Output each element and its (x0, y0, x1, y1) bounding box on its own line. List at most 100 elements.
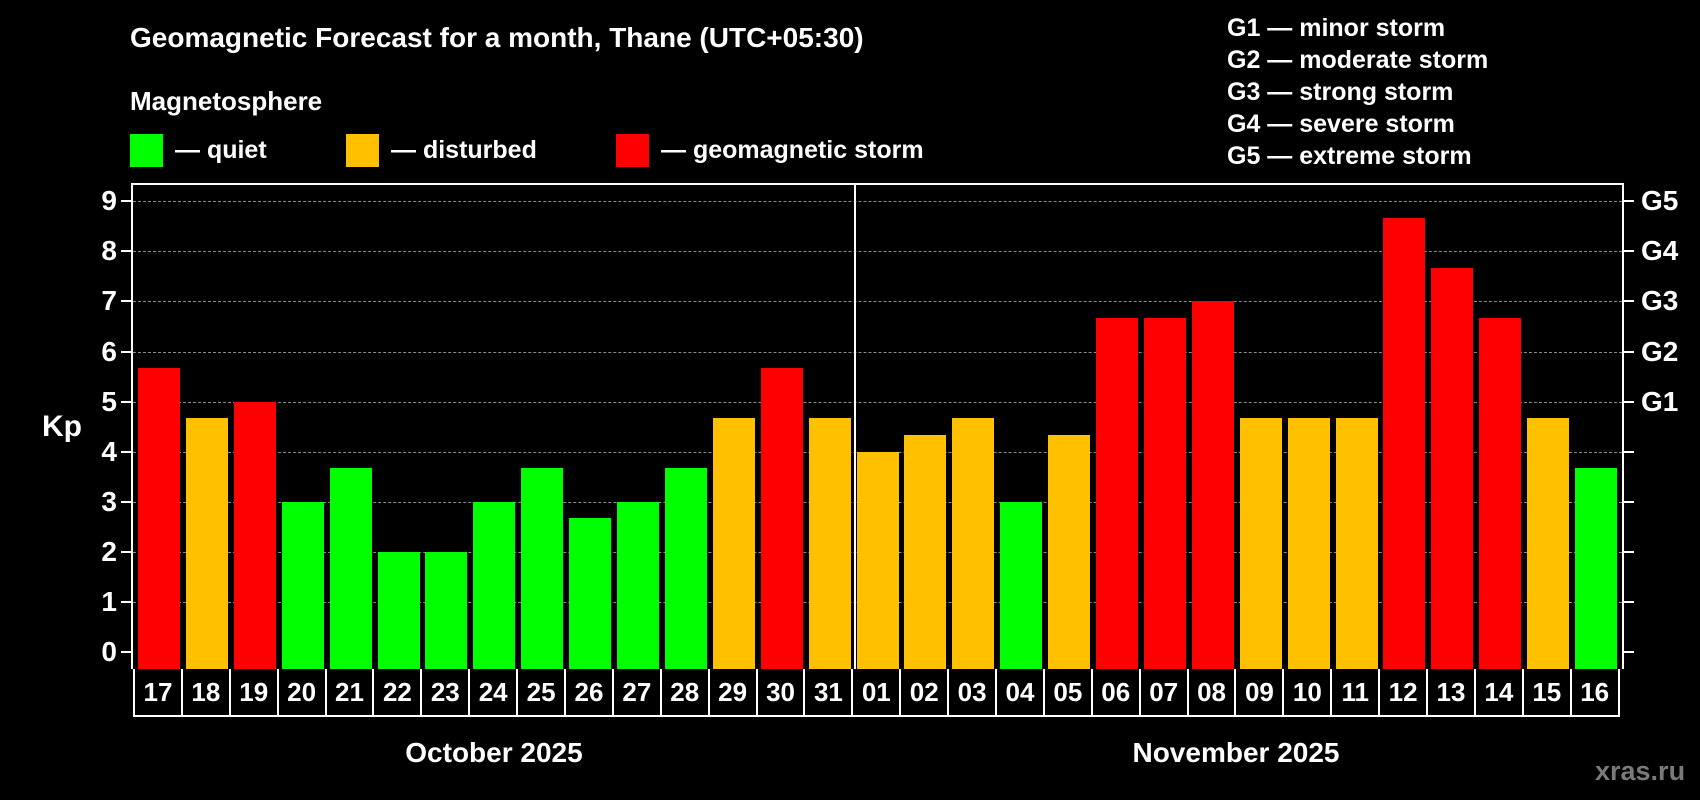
date-label: 24 (470, 669, 519, 715)
kp-bar (569, 518, 612, 669)
date-label: 07 (1141, 669, 1189, 715)
storm-swatch-icon (616, 134, 649, 167)
date-label: 19 (231, 669, 279, 715)
date-label: 16 (1572, 669, 1620, 715)
kp-bar (1048, 435, 1091, 669)
legend-storm-label: — geomagnetic storm (661, 136, 924, 164)
disturbed-swatch-icon (346, 134, 379, 167)
kp-bar (138, 368, 180, 669)
y-tick (121, 350, 131, 353)
g-level-label: G1 (1641, 385, 1679, 417)
kp-bar (1096, 317, 1138, 669)
right-tick (1624, 651, 1634, 653)
legend-quiet-label: — quiet (175, 136, 267, 164)
legend-storm: — geomagnetic storm (616, 134, 924, 167)
right-tick (1624, 350, 1634, 353)
date-label: 08 (1189, 669, 1237, 715)
kp-bar (233, 401, 276, 669)
g-level-label: G3 (1641, 285, 1679, 317)
kp-bar (808, 418, 851, 669)
date-label: 29 (710, 669, 758, 715)
date-label: 02 (901, 669, 950, 715)
y-tick-label: 8 (101, 235, 117, 267)
watermark: xras.ru (1595, 756, 1686, 786)
kp-bar (1527, 418, 1570, 669)
date-label: 18 (183, 669, 231, 715)
kp-bar (1287, 418, 1330, 669)
quiet-swatch-icon (130, 134, 163, 167)
right-tick (1624, 200, 1634, 203)
g2-description: G2 — moderate storm (1227, 46, 1489, 74)
kp-bar (856, 451, 899, 669)
date-label: 09 (1236, 669, 1285, 715)
kp-bar (1191, 301, 1234, 669)
date-label: 20 (279, 669, 327, 715)
right-tick (1624, 550, 1634, 553)
date-label: 01 (853, 669, 902, 715)
date-label: 14 (1476, 669, 1524, 715)
kp-bar (377, 551, 420, 669)
month-label-october: October 2025 (405, 737, 583, 768)
g-level-label: G2 (1641, 335, 1679, 367)
date-label: 05 (1045, 669, 1093, 715)
date-label: 31 (805, 669, 854, 715)
kp-bar (1143, 317, 1186, 669)
date-label: 22 (374, 669, 423, 715)
kp-bar (664, 468, 707, 669)
legend-quiet: — quiet (130, 134, 267, 167)
month-label-november: November 2025 (1132, 737, 1340, 768)
kp-bar (185, 418, 228, 669)
y-tick (121, 500, 131, 503)
g4-description: G4 — severe storm (1227, 110, 1455, 138)
right-tick (1624, 500, 1634, 503)
y-tick (121, 600, 131, 603)
y-tick-label: 2 (101, 535, 117, 567)
right-tick (1624, 450, 1634, 453)
date-label: 04 (997, 669, 1045, 715)
gridline (133, 401, 1622, 403)
kp-bar (760, 368, 803, 669)
month-divider (854, 183, 856, 669)
kp-bar (521, 468, 564, 669)
kp-bar (1383, 217, 1426, 669)
kp-bar (1479, 317, 1522, 669)
y-tick (121, 450, 131, 453)
g1-description: G1 — minor storm (1227, 14, 1446, 42)
date-label: 06 (1093, 669, 1141, 715)
chart-title: Geomagnetic Forecast for a month, Thane … (130, 22, 864, 53)
y-tick-label: 9 (101, 185, 117, 217)
kp-bar (952, 418, 995, 669)
storm-scale-legend: G1 — minor storm G2 — moderate storm G3 … (1227, 12, 1488, 172)
kp-bar (1431, 267, 1474, 669)
right-tick (1624, 400, 1634, 403)
right-tick (1624, 300, 1634, 303)
date-label: 28 (662, 669, 710, 715)
y-tick-label: 5 (101, 385, 117, 417)
g3-description: G3 — strong storm (1227, 78, 1454, 106)
date-label: 27 (614, 669, 662, 715)
date-label: 13 (1428, 669, 1476, 715)
gridline (133, 201, 1622, 203)
y-tick (121, 200, 131, 203)
kp-bar (1239, 418, 1282, 669)
date-label: 15 (1524, 669, 1572, 715)
kp-bar (617, 501, 659, 669)
kp-bar (1335, 418, 1378, 669)
y-tick (121, 300, 131, 303)
plot-area (131, 183, 1624, 669)
right-tick (1624, 250, 1634, 253)
g-level-label: G5 (1641, 185, 1679, 217)
kp-bar (712, 418, 755, 669)
date-label: 21 (327, 669, 375, 715)
date-label: 30 (758, 669, 806, 715)
y-tick-label: 7 (101, 285, 117, 317)
gridline (133, 301, 1622, 303)
kp-bar (281, 501, 324, 669)
y-tick (121, 400, 131, 403)
g-level-label: G4 (1641, 235, 1679, 267)
date-label: 17 (135, 669, 183, 715)
date-label: 10 (1284, 669, 1333, 715)
y-tick (121, 250, 131, 253)
g5-description: G5 — extreme storm (1227, 142, 1472, 170)
y-tick-label: 3 (101, 485, 117, 517)
